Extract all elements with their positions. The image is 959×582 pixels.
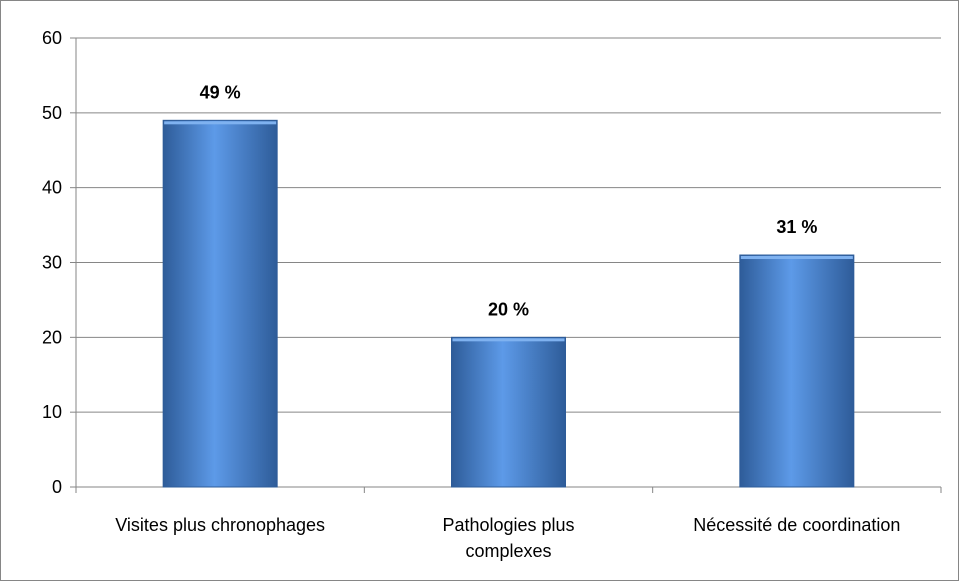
bar-highlight — [164, 121, 277, 125]
y-tick-label: 10 — [42, 402, 62, 422]
bar-highlight — [740, 256, 853, 260]
labels: 49 % Visites plus chronophages 20 % Patholo… — [115, 82, 900, 561]
category-label: Visites plus chronophages — [115, 515, 325, 535]
y-tick-label: 60 — [42, 28, 62, 48]
category-label: complexes — [465, 541, 551, 561]
y-tick-label: 40 — [42, 178, 62, 198]
category-label: Nécessité de coordination — [693, 515, 900, 535]
data-label: 20 % — [488, 299, 529, 319]
y-tick-label: 50 — [42, 103, 62, 123]
bar — [451, 336, 566, 488]
y-tick-label: 30 — [42, 253, 62, 273]
category-label: Pathologies plus — [442, 515, 574, 535]
y-tick-label: 20 — [42, 327, 62, 347]
bar — [739, 254, 855, 488]
bars — [162, 119, 855, 488]
data-label: 31 % — [776, 217, 817, 237]
bar-highlight — [452, 338, 565, 342]
data-label: 49 % — [200, 82, 241, 102]
bar — [162, 119, 278, 488]
y-tick-label: 0 — [52, 477, 62, 497]
